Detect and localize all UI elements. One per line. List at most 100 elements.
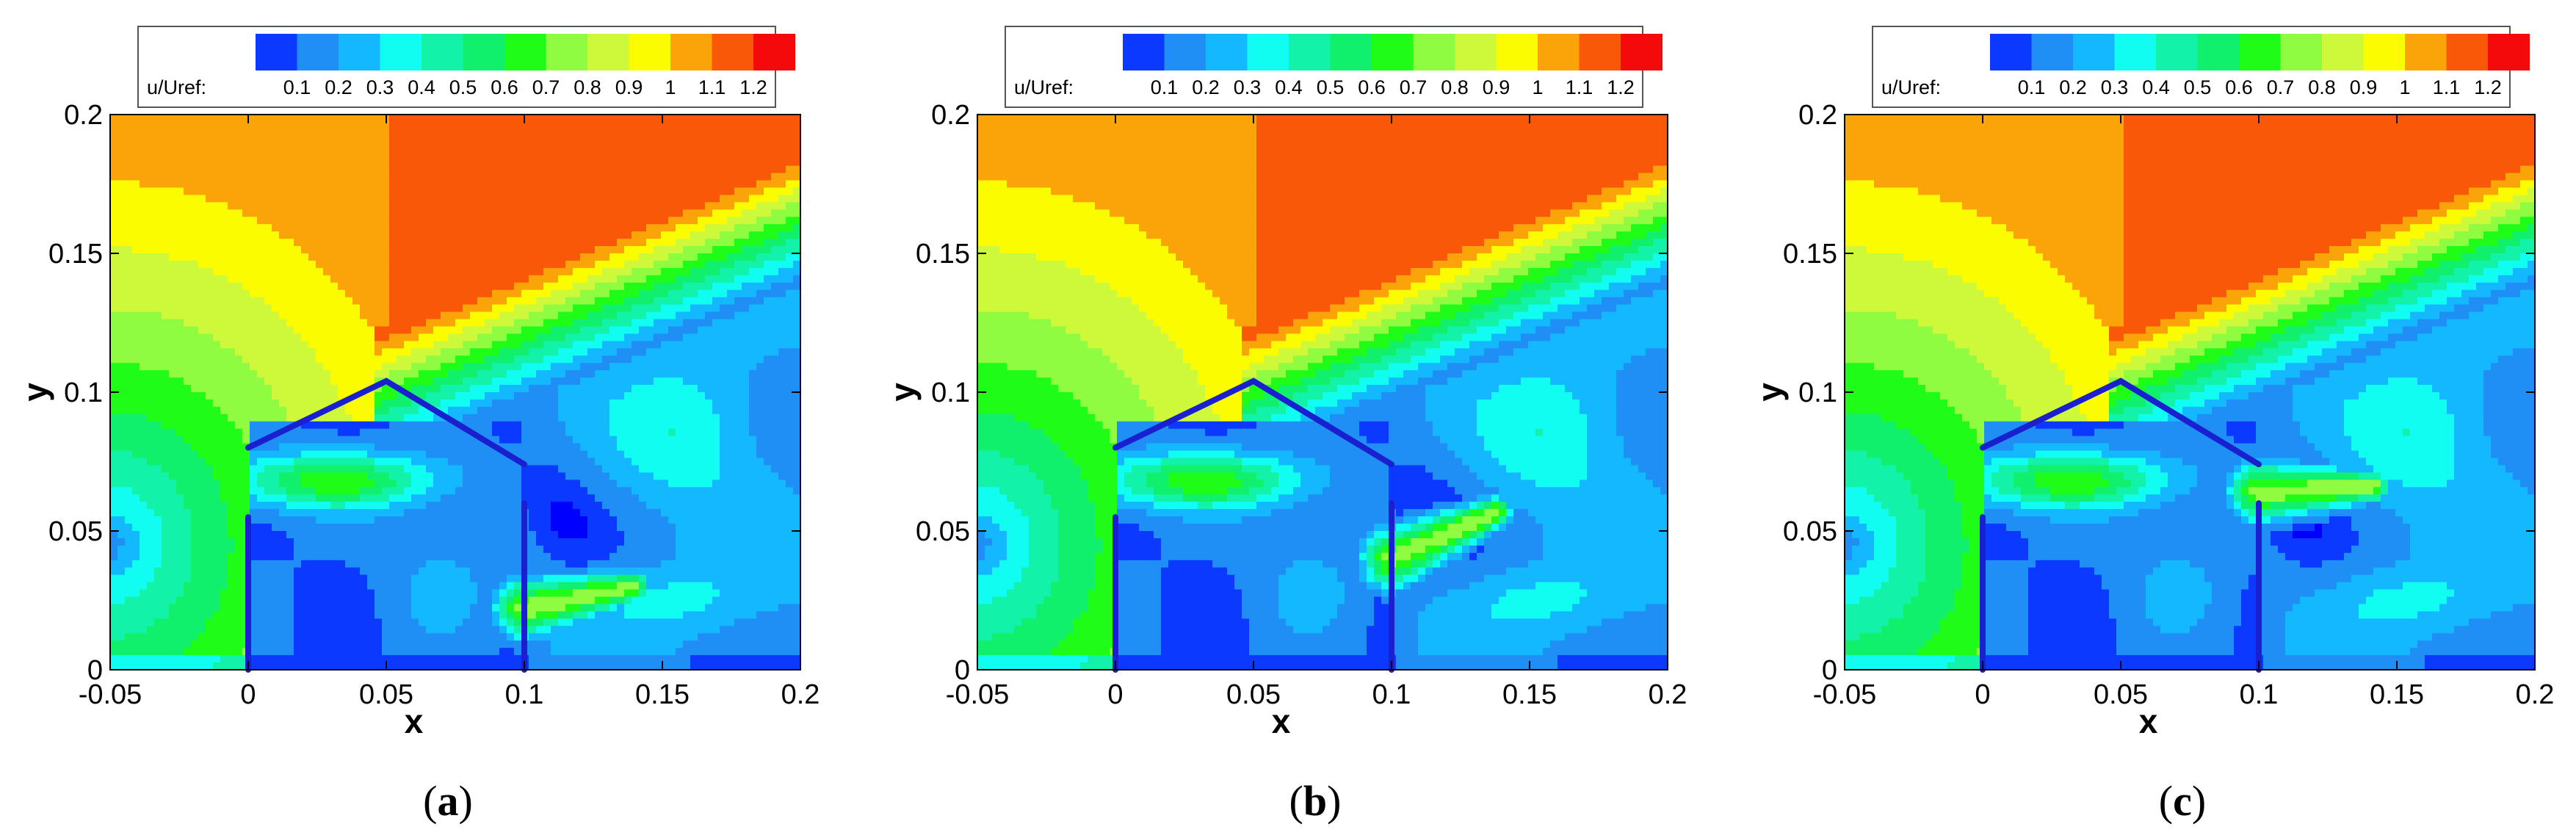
contour-cell xyxy=(367,159,375,167)
contour-cell xyxy=(639,173,647,181)
contour-cell xyxy=(235,290,243,298)
contour-cell xyxy=(786,202,794,210)
contour-cell xyxy=(250,202,258,210)
contour-cell xyxy=(448,377,456,386)
contour-cell xyxy=(433,422,441,430)
contour-cell xyxy=(690,195,698,203)
contour-cell xyxy=(742,173,750,181)
contour-cell xyxy=(330,429,339,437)
contour-cell xyxy=(749,326,757,334)
contour-cell xyxy=(573,297,581,306)
contour-cell xyxy=(426,348,434,356)
contour-cell xyxy=(264,458,272,466)
contour-cell xyxy=(609,144,618,152)
contour-cell xyxy=(661,166,669,174)
contour-cell xyxy=(110,231,118,239)
contour-cell xyxy=(375,319,383,328)
contour-cell xyxy=(206,326,214,334)
contour-cell xyxy=(477,377,485,386)
contour-cell xyxy=(712,363,720,371)
contour-cell xyxy=(771,202,779,210)
contour-cell xyxy=(419,209,427,217)
contour-cell xyxy=(308,297,316,306)
contour-cell xyxy=(771,494,779,502)
contour-cell xyxy=(191,363,199,371)
contour-cell xyxy=(676,385,684,393)
contour-cell xyxy=(184,224,192,232)
contour-cell xyxy=(565,173,574,181)
contour-cell xyxy=(720,422,728,430)
contour-cell xyxy=(617,209,625,217)
contour-cell xyxy=(426,231,434,239)
contour-cell xyxy=(426,246,434,254)
contour-cell xyxy=(470,465,478,473)
contour-cell xyxy=(257,472,265,480)
contour-cell xyxy=(220,319,228,328)
contour-cell xyxy=(690,151,698,159)
contour-cell xyxy=(573,326,581,334)
contour-cell xyxy=(147,494,155,502)
contour-cell xyxy=(323,195,331,203)
contour-cell xyxy=(294,429,302,437)
contour-cell xyxy=(235,472,243,480)
contour-cell xyxy=(749,377,757,386)
contour-cell xyxy=(279,275,287,283)
contour-cell xyxy=(455,333,463,341)
contour-cell xyxy=(676,224,684,232)
contour-cell xyxy=(485,487,493,495)
contour-cell xyxy=(668,472,676,480)
contour-cell xyxy=(698,392,706,400)
contour-cell xyxy=(587,480,596,488)
contour-cell xyxy=(147,451,155,459)
contour-cell xyxy=(514,370,522,378)
contour-cell xyxy=(463,297,471,306)
contour-cell xyxy=(323,451,331,459)
contour-cell xyxy=(551,144,559,152)
contour-cell xyxy=(308,377,316,386)
contour-cell xyxy=(228,305,236,313)
contour-cell xyxy=(294,370,302,378)
contour-cell xyxy=(624,487,632,495)
contour-cell xyxy=(712,181,720,189)
contour-cell xyxy=(228,341,236,349)
contour-cell xyxy=(441,159,449,167)
contour-cell xyxy=(705,326,713,334)
contour-cell xyxy=(301,122,309,130)
contour-cell xyxy=(742,341,750,349)
contour-cell xyxy=(375,173,383,181)
contour-cell xyxy=(529,377,537,386)
contour-cell xyxy=(352,217,361,225)
contour-cell xyxy=(602,400,610,408)
contour-cell xyxy=(587,297,596,306)
contour-cell xyxy=(198,312,206,320)
contour-cell xyxy=(242,290,250,298)
contour-cell xyxy=(551,385,559,393)
contour-cell xyxy=(639,246,647,254)
contour-cell xyxy=(286,297,294,306)
contour-cell xyxy=(352,166,361,174)
contour-cell xyxy=(154,202,162,210)
contour-cell xyxy=(587,465,596,473)
contour-cell xyxy=(419,151,427,159)
contour-cell xyxy=(507,181,515,189)
contour-cell xyxy=(756,326,764,334)
contour-cell xyxy=(426,472,434,480)
contour-cell xyxy=(301,392,309,400)
contour-cell xyxy=(235,400,243,408)
contour-cell xyxy=(213,275,221,283)
contour-cell xyxy=(228,480,236,488)
contour-cell xyxy=(235,414,243,422)
contour-cell xyxy=(587,202,596,210)
contour-cell xyxy=(360,297,368,306)
contour-cell xyxy=(389,429,397,437)
contour-cell xyxy=(294,363,302,371)
contour-cell xyxy=(624,319,632,328)
contour-cell xyxy=(587,472,596,480)
contour-cell xyxy=(301,436,309,444)
contour-cell xyxy=(609,341,618,349)
contour-cell xyxy=(676,283,684,291)
contour-cell xyxy=(485,144,493,152)
contour-cell xyxy=(676,239,684,247)
contour-cell xyxy=(477,407,485,415)
contour-cell xyxy=(176,377,184,386)
